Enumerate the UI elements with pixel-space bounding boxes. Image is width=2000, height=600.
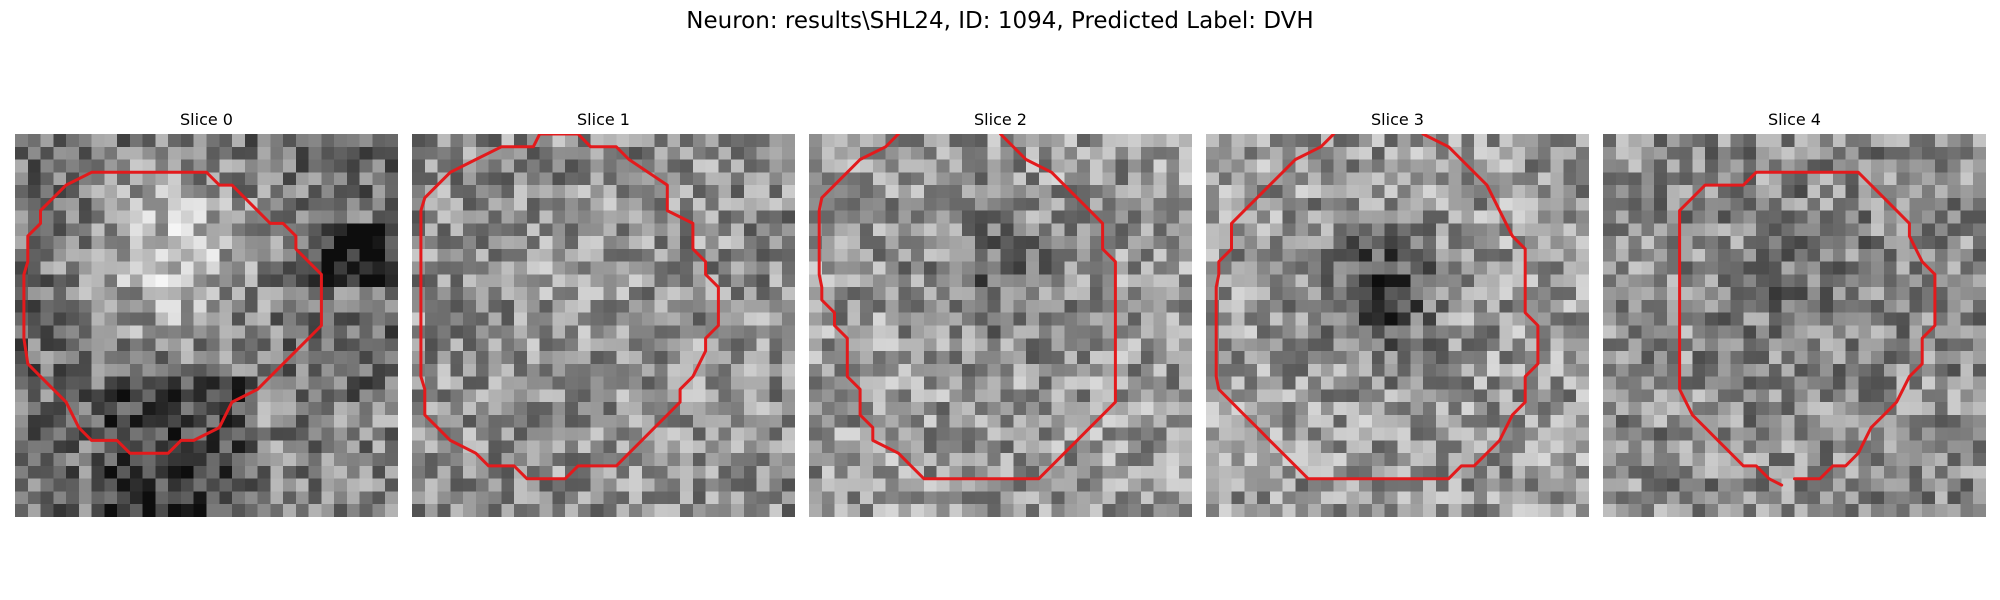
roi-contour [22,170,323,455]
slice-title: Slice 4 [1768,110,1821,129]
contour-overlay [1214,134,1540,481]
slice-image [809,134,1192,517]
slice-title: Slice 0 [180,110,233,129]
slice-title: Slice 1 [577,110,630,129]
slice-title: Slice 3 [1371,110,1424,129]
contour-overlay [22,170,323,455]
roi-contour [1678,170,1937,487]
figure-title: Neuron: results\SHL24, ID: 1094, Predict… [686,8,1314,34]
contour-overlay [817,134,1117,481]
contour-overlay [1678,170,1937,487]
slice-title: Slice 2 [974,110,1027,129]
roi-contour [419,134,720,481]
slice-image [1603,134,1986,517]
contour-overlay [419,134,720,481]
slice-image [1206,134,1589,517]
slice-image [15,134,398,517]
roi-contour [1214,134,1540,481]
roi-contour [817,134,1117,481]
